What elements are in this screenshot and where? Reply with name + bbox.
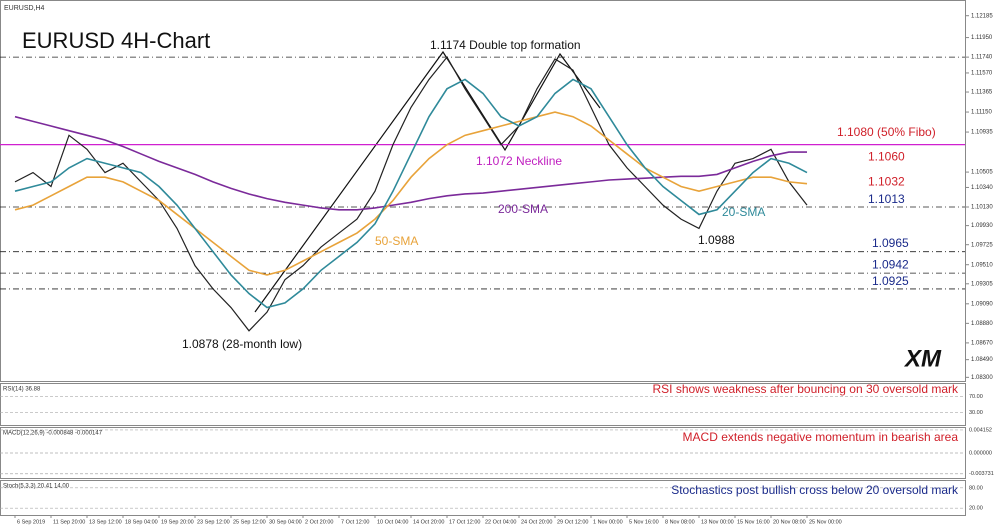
indicator-label: Stoch(5,3,3) 20.41 14.00 xyxy=(3,484,70,490)
x-tick-label: 25 Sep 12:00 xyxy=(233,519,266,525)
level-label: 1.0942 xyxy=(872,257,909,271)
rsi-panel xyxy=(0,383,966,426)
y-tick-label: 1.10935 xyxy=(971,130,993,136)
x-tick-label: 6 Sep 2019 xyxy=(17,519,45,525)
indicator-tick-label: 30.00 xyxy=(969,410,983,416)
y-tick-label: 1.10505 xyxy=(971,170,993,176)
y-tick-label: 1.11365 xyxy=(971,90,993,96)
indicator-tick-label: 0.000000 xyxy=(969,450,992,456)
level-label: 1.1013 xyxy=(868,192,905,206)
x-tick-label: 19 Sep 20:00 xyxy=(161,519,194,525)
symbol: EURUSD,H4 xyxy=(4,5,45,12)
indicator-comment: Stochastics post bullish cross below 20 … xyxy=(671,483,959,497)
indicator-label: RSI(14) 36.88 xyxy=(3,387,41,393)
indicator-comment: MACD extends negative momentum in bearis… xyxy=(683,430,959,444)
y-tick-label: 1.12185 xyxy=(971,13,993,19)
indicator-tick-label: -0.003731 xyxy=(969,471,994,477)
y-tick-label: 1.08490 xyxy=(971,357,993,363)
x-tick-label: 22 Oct 04:00 xyxy=(485,519,517,525)
indicator-comment: RSI shows weakness after bouncing on 30 … xyxy=(653,382,959,396)
x-tick-label: 13 Nov 00:00 xyxy=(701,519,734,525)
chart-title: EURUSD 4H-Chart xyxy=(22,28,210,53)
indicator-tick-label: 70.00 xyxy=(969,394,983,400)
y-tick-label: 1.10130 xyxy=(971,205,993,211)
x-tick-label: 17 Oct 12:00 xyxy=(449,519,481,525)
series-line xyxy=(14,115,807,211)
x-tick-label: 7 Oct 12:00 xyxy=(341,519,369,525)
y-tick-label: 1.09510 xyxy=(971,262,993,268)
indicator-tick-label: 0.004152 xyxy=(969,427,992,433)
annotation: 200-SMA xyxy=(498,202,548,216)
x-tick-label: 5 Nov 16:00 xyxy=(629,519,659,525)
indicator-tick-label: 20.00 xyxy=(969,506,983,512)
level-label: 1.1032 xyxy=(868,174,905,188)
x-tick-label: 14 Oct 20:00 xyxy=(413,519,445,525)
annotation: 1.0878 (28-month low) xyxy=(182,337,302,351)
indicator-tick-label: 80.00 xyxy=(969,485,983,491)
x-tick-label: 23 Sep 12:00 xyxy=(197,519,230,525)
level-label: 1.1080 (50% Fibo) xyxy=(837,125,936,139)
x-tick-label: 20 Nov 08:00 xyxy=(773,519,806,525)
x-tick-label: 8 Nov 08:00 xyxy=(665,519,695,525)
y-tick-label: 1.11950 xyxy=(971,35,993,41)
y-tick-label: 1.09725 xyxy=(971,242,993,248)
series-line xyxy=(14,111,808,276)
main-panel xyxy=(0,0,966,382)
level-label: 1.1060 xyxy=(868,149,905,163)
x-tick-label: 29 Oct 12:00 xyxy=(557,519,589,525)
annotation: 1.0988 xyxy=(698,233,735,247)
x-tick-label: 2 Oct 20:00 xyxy=(305,519,333,525)
y-tick-label: 1.09305 xyxy=(971,281,993,287)
y-tick-label: 1.08670 xyxy=(971,340,993,346)
series-line xyxy=(14,78,808,309)
x-tick-label: 1 Nov 00:00 xyxy=(593,519,623,525)
annotation: 50-SMA xyxy=(375,234,418,248)
x-tick-label: 25 Nov 00:00 xyxy=(809,519,842,525)
annotation: 1.1174 Double top formation xyxy=(430,38,581,52)
level-label: 1.0925 xyxy=(872,274,909,288)
x-tick-label: 24 Oct 20:00 xyxy=(521,519,553,525)
y-tick-label: 1.11740 xyxy=(971,55,993,61)
indicator-label: MACD(12,26,9) -0.000848 -0.000147 xyxy=(3,431,103,437)
x-tick-label: 11 Sep 20:00 xyxy=(53,519,85,525)
x-tick-label: 10 Oct 04:00 xyxy=(377,519,409,525)
level-label: 1.0965 xyxy=(872,236,909,250)
y-tick-label: 1.10340 xyxy=(971,185,993,191)
y-tick-label: 1.09090 xyxy=(971,301,993,307)
y-tick-label: 1.11570 xyxy=(971,71,993,77)
x-tick-label: 30 Sep 04:00 xyxy=(269,519,302,525)
y-tick-label: 1.09930 xyxy=(971,223,993,229)
series-line xyxy=(14,56,808,332)
logo: XM xyxy=(903,345,942,372)
annotation: 1.1072 Neckline xyxy=(476,154,562,168)
x-tick-label: 13 Sep 12:00 xyxy=(89,519,122,525)
x-tick-label: 15 Nov 16:00 xyxy=(737,519,770,525)
annotation: 20-SMA xyxy=(722,205,765,219)
x-tick-label: 18 Sep 04:00 xyxy=(125,519,158,525)
y-tick-label: 1.08880 xyxy=(971,321,993,327)
y-tick-label: 1.08300 xyxy=(971,375,993,381)
y-tick-label: 1.11150 xyxy=(971,110,992,116)
